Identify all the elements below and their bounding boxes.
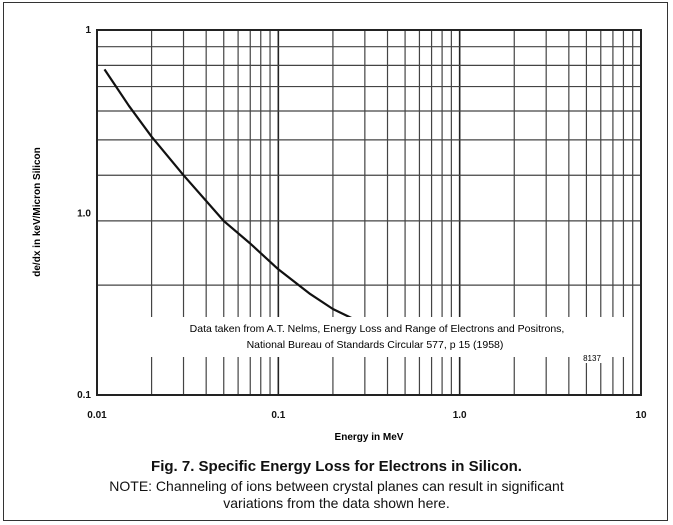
- figure-code-background: [575, 352, 609, 363]
- note-line-2: variations from the data shown here.: [223, 495, 450, 511]
- x-tick-label: 0.01: [87, 410, 107, 421]
- annotation-line-1: Data taken from A.T. Nelms, Energy Loss …: [190, 323, 565, 335]
- annotation-background: [128, 317, 628, 357]
- x-tick-label: 1.0: [453, 410, 467, 421]
- y-tick-label: 0.1: [77, 390, 91, 401]
- x-tick-label: 0.1: [271, 410, 285, 421]
- x-axis-label: Energy in MeV: [335, 432, 404, 443]
- x-tick-label: 10: [635, 410, 647, 421]
- annotation-line-2: National Bureau of Standards Circular 57…: [247, 339, 504, 351]
- note-line-1: NOTE: Channeling of ions between crystal…: [109, 478, 564, 494]
- tick-labels: 0.01 0.1 1.0 10 1 1.0 0.1: [77, 25, 647, 421]
- energy-loss-chart: 0.01 0.1 1.0 10 1 1.0 0.1 Energy in MeV de/dx …: [32, 25, 647, 443]
- plot-area-border: [96, 29, 642, 396]
- figure-frame: [3, 2, 668, 521]
- figure-code: 8137: [583, 354, 601, 363]
- y-tick-label: 1: [85, 25, 91, 36]
- figure-caption-note: NOTE: Channeling of ions between crystal…: [0, 478, 673, 512]
- y-axis-label: de/dx in keV/Micron Silicon: [32, 147, 43, 276]
- figure-caption-title: Fig. 7. Specific Energy Loss for Electro…: [151, 458, 522, 475]
- y-tick-label: 1.0: [77, 209, 91, 220]
